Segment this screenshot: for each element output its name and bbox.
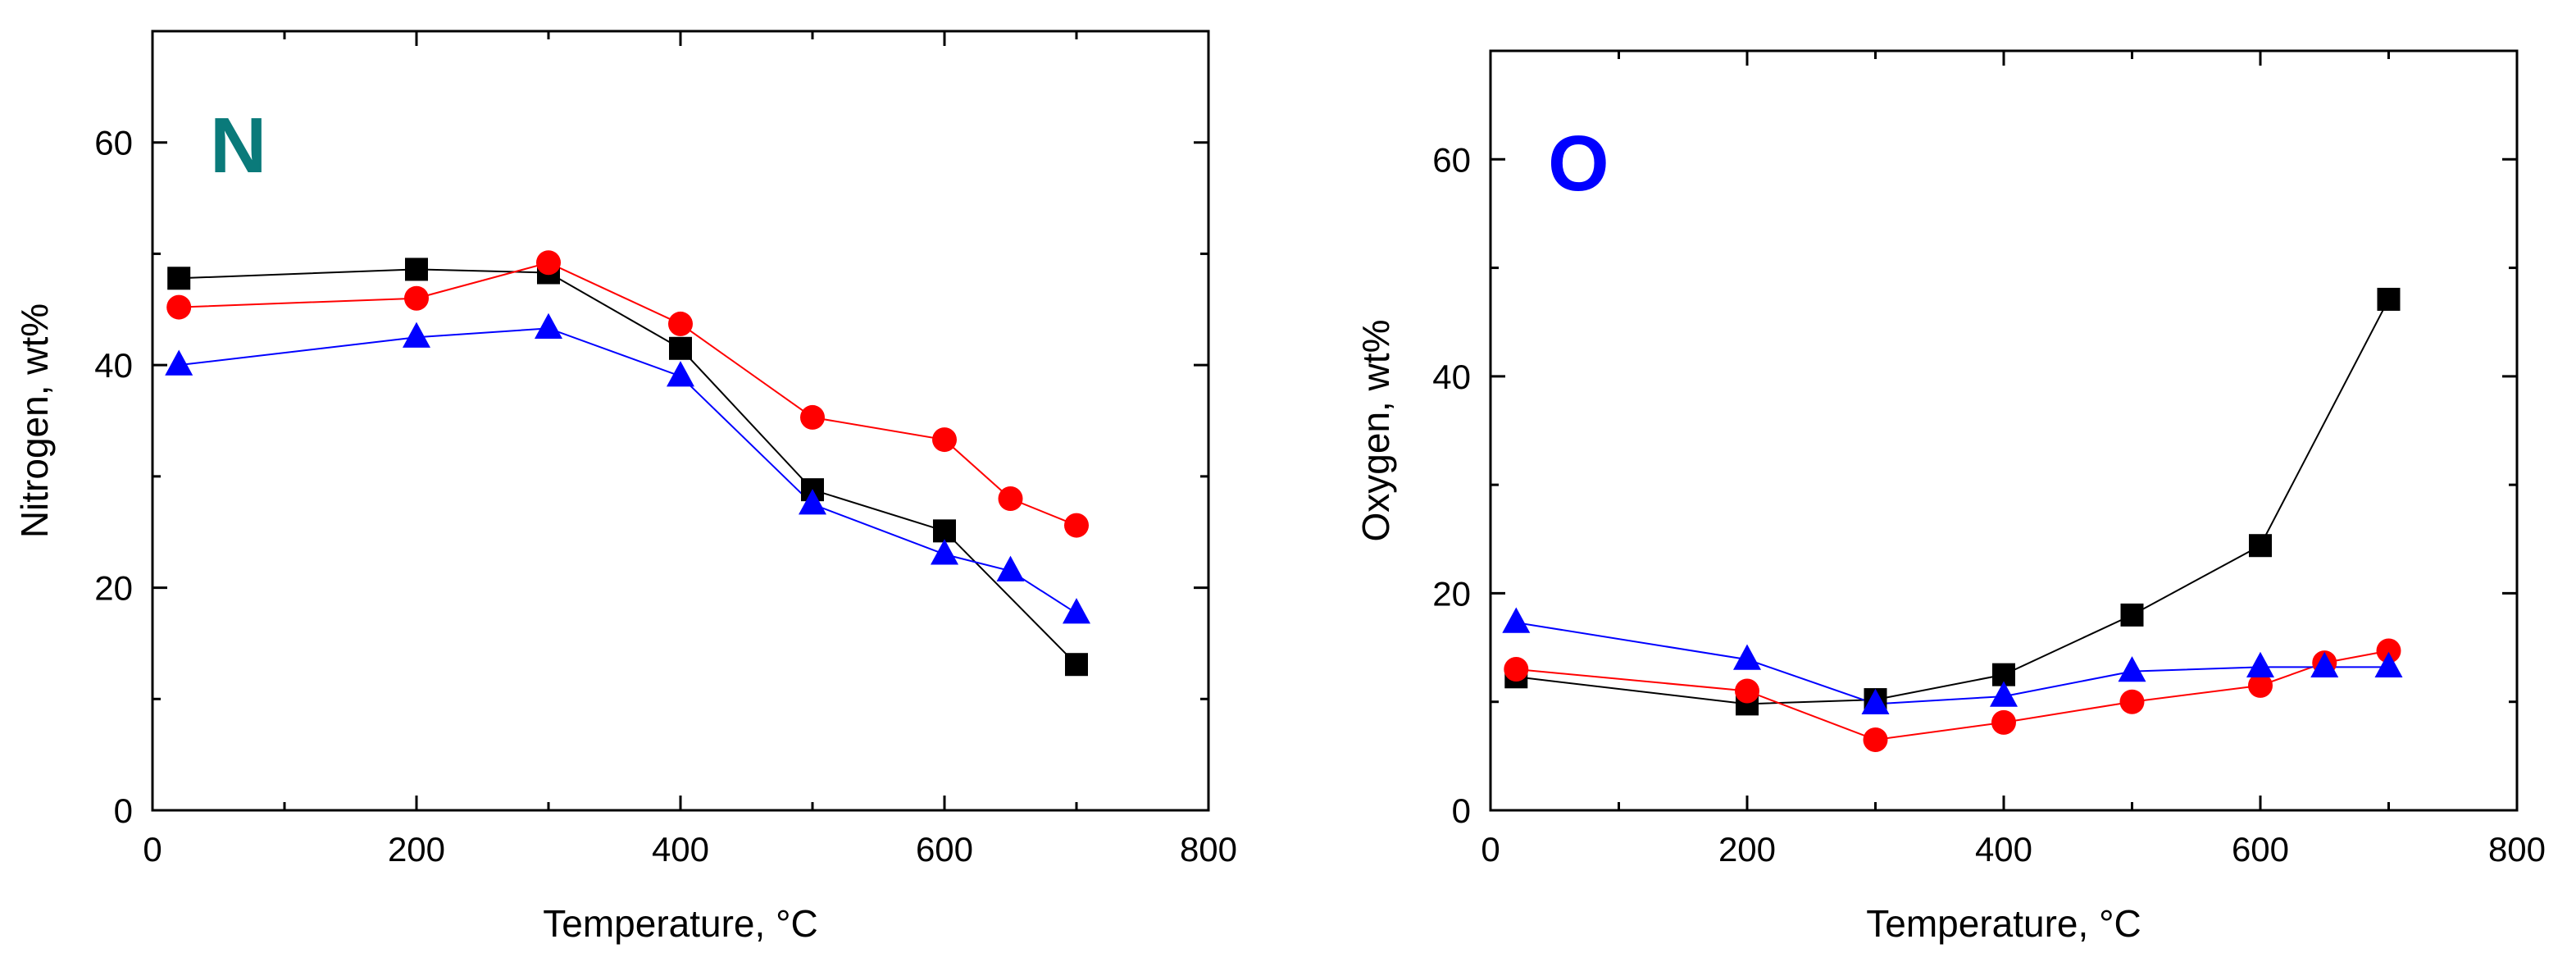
data-point-triangle	[1733, 644, 1761, 670]
data-point-triangle	[799, 489, 826, 515]
data-point-triangle	[2310, 651, 2339, 677]
oxygen-x-axis-title: Temperature, °C	[1866, 902, 2141, 945]
x-tick-label: 800	[1180, 830, 1237, 869]
data-point-triangle	[1990, 681, 2018, 707]
data-point-circle	[1735, 678, 1759, 704]
x-tick-label: 200	[388, 830, 445, 869]
y-tick-label: 40	[1432, 358, 1471, 396]
data-point-square	[1065, 653, 1088, 677]
data-point-triangle	[2374, 651, 2403, 677]
oxygen-y-axis-title: Oxygen, wt%	[1354, 320, 1397, 542]
x-tick-label: 200	[1718, 830, 1776, 869]
data-point-triangle	[2246, 651, 2274, 677]
y-tick-label: 0	[1452, 791, 1471, 830]
data-point-triangle	[165, 349, 193, 376]
data-point-triangle	[996, 555, 1025, 581]
data-point-circle	[166, 294, 192, 320]
data-point-square	[2120, 603, 2144, 627]
x-tick-label: 0	[143, 830, 162, 869]
data-point-circle	[2376, 638, 2401, 663]
data-point-circle	[1504, 657, 1529, 682]
data-point-circle	[800, 404, 825, 430]
data-point-triangle	[1502, 607, 1531, 633]
data-point-triangle	[1063, 598, 1090, 624]
x-tick-label: 400	[652, 830, 709, 869]
data-point-circle	[932, 427, 957, 453]
data-point-square	[167, 267, 191, 290]
y-tick-label: 60	[1432, 140, 1471, 179]
x-tick-label: 800	[2488, 830, 2546, 869]
data-point-triangle	[2118, 656, 2146, 682]
data-point-circle	[404, 285, 429, 311]
series-line-circles	[179, 262, 1077, 527]
data-point-circle	[998, 486, 1023, 511]
oxygen-chart-panel: 0 200 400 600 800 0 20 40 60 Temperature, °C Oxyge…	[1354, 49, 2546, 945]
data-point-square	[933, 519, 956, 543]
y-tick-label: 40	[94, 346, 133, 385]
y-tick-label: 0	[114, 791, 133, 830]
data-point-circle	[1863, 727, 1888, 753]
data-point-triangle	[403, 321, 430, 348]
data-point-circle	[1064, 513, 1089, 538]
x-tick-label: 600	[916, 830, 973, 869]
x-tick-label: 0	[1481, 830, 1500, 869]
data-point-circle	[536, 250, 561, 276]
nitrogen-plot-frame	[151, 30, 1210, 812]
data-point-circle	[668, 311, 693, 336]
data-point-triangle	[535, 312, 562, 339]
data-point-triangle	[667, 361, 694, 387]
x-tick-label: 600	[2232, 830, 2289, 869]
data-point-triangle	[931, 539, 958, 565]
data-point-triangle	[1861, 688, 1890, 714]
data-point-circle	[1991, 709, 2016, 735]
data-point-square	[2249, 534, 2272, 558]
data-point-square	[405, 258, 428, 281]
y-tick-label: 60	[94, 124, 133, 162]
series-line-squares	[179, 268, 1077, 665]
y-tick-label: 20	[94, 569, 133, 608]
nitrogen-chart-panel: 0 200 400 600 800 0 20 40 60 Temperature, °C Nitro…	[13, 30, 1237, 945]
data-point-square	[2377, 287, 2401, 311]
nitrogen-x-axis-title: Temperature, °C	[543, 902, 817, 945]
data-point-circle	[2119, 689, 2145, 714]
data-point-circle	[2248, 673, 2273, 698]
x-tick-label: 400	[1975, 830, 2032, 869]
y-tick-label: 20	[1432, 574, 1471, 613]
data-point-square	[669, 336, 692, 360]
series-line-triangles	[179, 327, 1077, 614]
nitrogen-y-axis-title: Nitrogen, wt%	[13, 303, 56, 538]
nitrogen-panel-label: N	[210, 102, 266, 189]
oxygen-panel-label: O	[1548, 120, 1609, 207]
